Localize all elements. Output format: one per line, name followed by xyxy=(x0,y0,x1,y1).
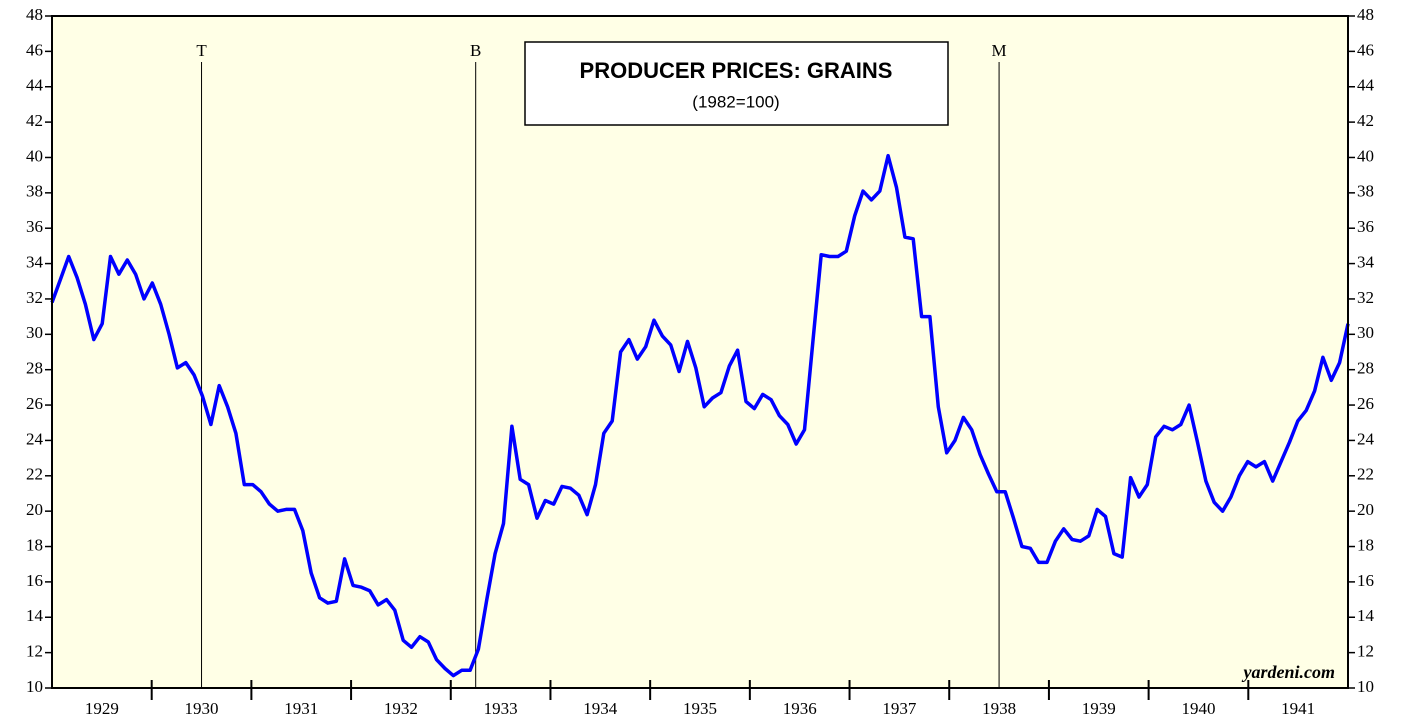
x-tick-label: 1931 xyxy=(284,699,318,717)
x-tick-label: 1932 xyxy=(384,699,418,717)
y-tick-label: 10 xyxy=(26,677,43,696)
x-tick-label: 1940 xyxy=(1181,699,1215,717)
y2-tick-label: 34 xyxy=(1357,252,1375,271)
x-tick-label: 1929 xyxy=(85,699,119,717)
y2-tick-label: 48 xyxy=(1357,5,1374,24)
chart-title: PRODUCER PRICES: GRAINS xyxy=(580,58,893,83)
y2-tick-label: 20 xyxy=(1357,500,1374,519)
y2-tick-label: 14 xyxy=(1357,606,1375,625)
annotation-label: M xyxy=(992,41,1007,60)
y2-tick-label: 18 xyxy=(1357,535,1374,554)
y-tick-label: 28 xyxy=(26,359,43,378)
y2-tick-label: 30 xyxy=(1357,323,1374,342)
y-tick-label: 40 xyxy=(26,146,43,165)
chart-subtitle: (1982=100) xyxy=(692,92,779,111)
y2-tick-label: 16 xyxy=(1357,571,1374,590)
x-tick-label: 1935 xyxy=(683,699,717,717)
y2-tick-label: 42 xyxy=(1357,111,1374,130)
plot-area xyxy=(52,16,1348,688)
y2-tick-label: 44 xyxy=(1357,76,1375,95)
x-tick-label: 1936 xyxy=(783,699,817,717)
y2-tick-label: 10 xyxy=(1357,677,1374,696)
x-tick-label: 1937 xyxy=(882,699,917,717)
y-tick-label: 48 xyxy=(26,5,43,24)
y-tick-label: 44 xyxy=(26,76,44,95)
y2-tick-label: 12 xyxy=(1357,642,1374,661)
y-tick-label: 26 xyxy=(26,394,43,413)
y2-tick-label: 40 xyxy=(1357,146,1374,165)
x-tick-label: 1939 xyxy=(1082,699,1116,717)
plot-frame xyxy=(51,15,1349,689)
x-tick-label: 1938 xyxy=(982,699,1016,717)
y2-tick-label: 46 xyxy=(1357,40,1374,59)
y2-tick-label: 28 xyxy=(1357,359,1374,378)
y-tick-label: 16 xyxy=(26,571,43,590)
y2-tick-label: 32 xyxy=(1357,288,1374,307)
title-box xyxy=(524,41,949,126)
y-tick-label: 42 xyxy=(26,111,43,130)
y-tick-label: 36 xyxy=(26,217,43,236)
x-tick-label: 1930 xyxy=(185,699,219,717)
annotation-label: T xyxy=(196,41,207,60)
x-tick-label: 1934 xyxy=(583,699,618,717)
y2-tick-label: 26 xyxy=(1357,394,1374,413)
source: yardeni.com xyxy=(1242,662,1336,682)
x-tick-label: 1941 xyxy=(1281,699,1315,717)
y-tick-label: 20 xyxy=(26,500,43,519)
y-tick-label: 12 xyxy=(26,642,43,661)
y-tick-label: 32 xyxy=(26,288,43,307)
y-tick-label: 46 xyxy=(26,40,43,59)
annotation-label: B xyxy=(470,41,481,60)
y2-tick-label: 22 xyxy=(1357,465,1374,484)
y2-tick-label: 38 xyxy=(1357,182,1374,201)
y-tick-label: 14 xyxy=(26,606,44,625)
y2-tick-label: 36 xyxy=(1357,217,1374,236)
y-tick-label: 30 xyxy=(26,323,43,342)
y-tick-label: 22 xyxy=(26,465,43,484)
y-tick-label: 38 xyxy=(26,182,43,201)
y-tick-label: 18 xyxy=(26,535,43,554)
line-series xyxy=(50,153,1350,678)
y2-tick-label: 24 xyxy=(1357,429,1375,448)
x-tick-label: 1933 xyxy=(484,699,518,717)
y-tick-label: 24 xyxy=(26,429,44,448)
y-tick-label: 34 xyxy=(26,252,44,271)
